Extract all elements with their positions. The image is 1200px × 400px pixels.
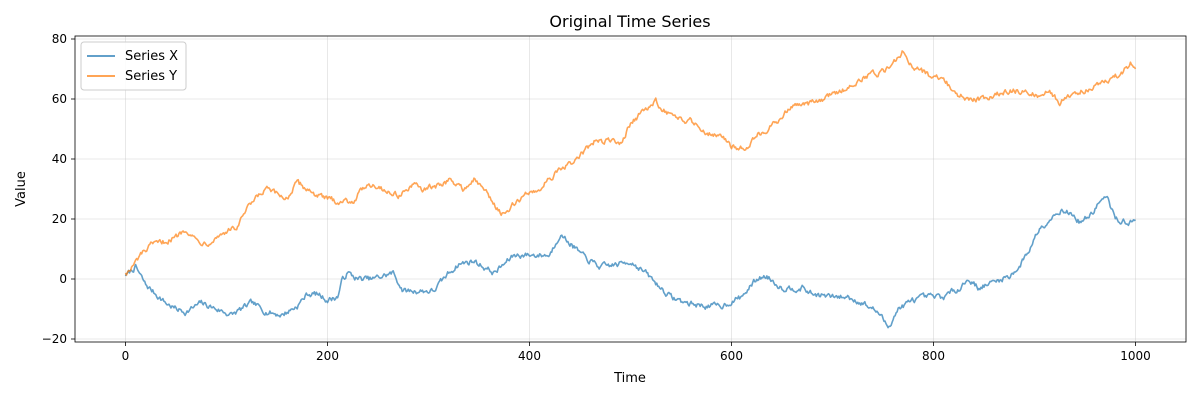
series-layer bbox=[124, 50, 1137, 329]
legend-box bbox=[80, 41, 187, 91]
y-tick-label: 60 bbox=[52, 92, 67, 106]
y-tick-label: 80 bbox=[52, 32, 67, 46]
x-tick-label: 0 bbox=[122, 349, 130, 363]
x-axis-ticks: 0 200 400 600 800 1000 bbox=[122, 342, 1151, 363]
x-tick-label: 800 bbox=[922, 349, 945, 363]
legend: Series X Series Y bbox=[80, 41, 187, 91]
x-tick-label: 1000 bbox=[1120, 349, 1151, 363]
x-tick-label: 600 bbox=[720, 349, 743, 363]
x-tick-label: 400 bbox=[518, 349, 541, 363]
chart-title: Original Time Series bbox=[549, 12, 710, 31]
y-axis-ticks: −20 0 20 40 60 80 bbox=[42, 32, 75, 346]
y-tick-label: 0 bbox=[59, 272, 67, 286]
y-tick-label: −20 bbox=[42, 332, 67, 346]
x-tick-label: 200 bbox=[316, 349, 339, 363]
series-line-series-x bbox=[124, 195, 1136, 329]
legend-label-series-x: Series X bbox=[125, 49, 178, 64]
legend-label-series-y: Series Y bbox=[125, 69, 177, 84]
y-axis-label: Value bbox=[14, 171, 29, 207]
x-axis-label: Time bbox=[613, 371, 646, 386]
series-line-series-y bbox=[124, 50, 1137, 276]
y-tick-label: 40 bbox=[52, 152, 67, 166]
plot-frame bbox=[74, 35, 1187, 343]
y-tick-label: 20 bbox=[52, 212, 67, 226]
grid-layer bbox=[75, 36, 1186, 342]
